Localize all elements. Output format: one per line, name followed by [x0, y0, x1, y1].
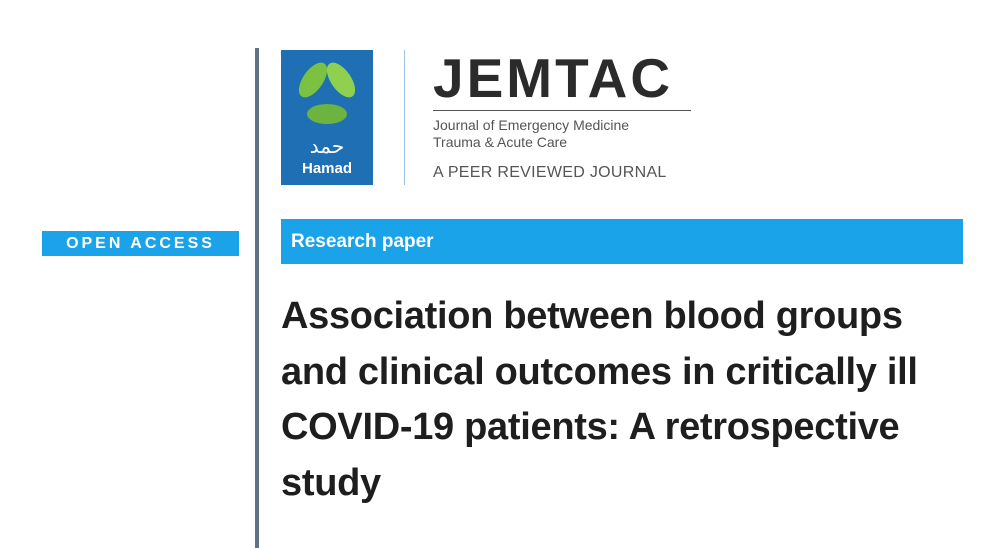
open-access-badge: OPEN ACCESS — [42, 231, 239, 256]
article-title-line-4: study — [281, 462, 381, 504]
vertical-divider — [255, 48, 259, 548]
article-title-line-2: and clinical outcomes in critically ill — [281, 351, 918, 393]
article-title-line-3: COVID-19 patients: A retrospective — [281, 406, 900, 448]
article-type-banner: Research paper — [281, 219, 963, 264]
article-type-label: Research paper — [291, 231, 434, 252]
journal-title-rule — [433, 110, 691, 111]
journal-title: JEMTAC — [433, 47, 674, 109]
logo-name: Hamad — [301, 160, 353, 177]
journal-tagline: A PEER REVIEWED JOURNAL — [433, 164, 667, 181]
journal-subtitle-line2: Trauma & Acute Care — [433, 134, 568, 150]
leaf-logo-icon — [298, 62, 356, 124]
hamad-logo: حمد Hamad — [281, 50, 373, 185]
journal-subtitle-line1: Journal of Emergency Medicine — [433, 117, 630, 133]
logo-arabic-text: حمد — [309, 134, 345, 158]
article-title-line-1: Association between blood groups — [281, 295, 903, 337]
logo-separator — [404, 50, 405, 185]
